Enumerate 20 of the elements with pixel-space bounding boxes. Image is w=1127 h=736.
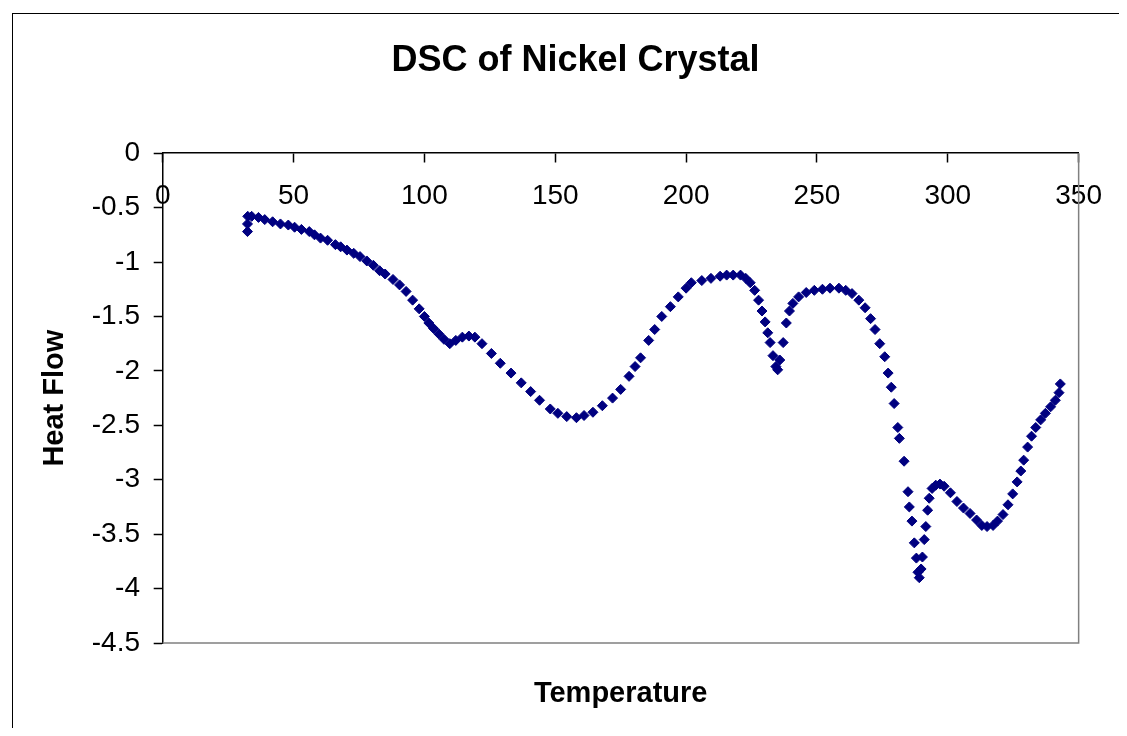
y-tick-label: -4	[115, 571, 140, 603]
x-tick-label: 50	[277, 178, 310, 210]
x-tick-label: 350	[1055, 178, 1102, 210]
y-tick-label: -2.5	[91, 408, 140, 440]
y-tick-label: -4.5	[91, 625, 140, 657]
x-axis-title: Temperature	[533, 676, 708, 708]
x-tick-label: 250	[793, 178, 841, 210]
y-tick-label: -0.5	[91, 190, 140, 222]
chart-title: DSC of Nickel Crystal	[391, 37, 760, 79]
y-tick-label: -3.5	[91, 516, 140, 548]
x-tick-label: 100	[401, 178, 448, 210]
y-tick-label: -1	[115, 244, 140, 276]
y-tick-label: -1.5	[91, 299, 140, 331]
x-tick-label: 200	[662, 178, 710, 210]
y-axis-title: Heat Flow	[36, 329, 69, 467]
x-tick-label: 150	[531, 178, 579, 210]
y-tick-label: 0	[124, 135, 140, 167]
x-tick-label: 300	[924, 178, 972, 210]
y-tick-label: -3	[115, 462, 140, 494]
y-tick-label: -2	[115, 353, 140, 385]
